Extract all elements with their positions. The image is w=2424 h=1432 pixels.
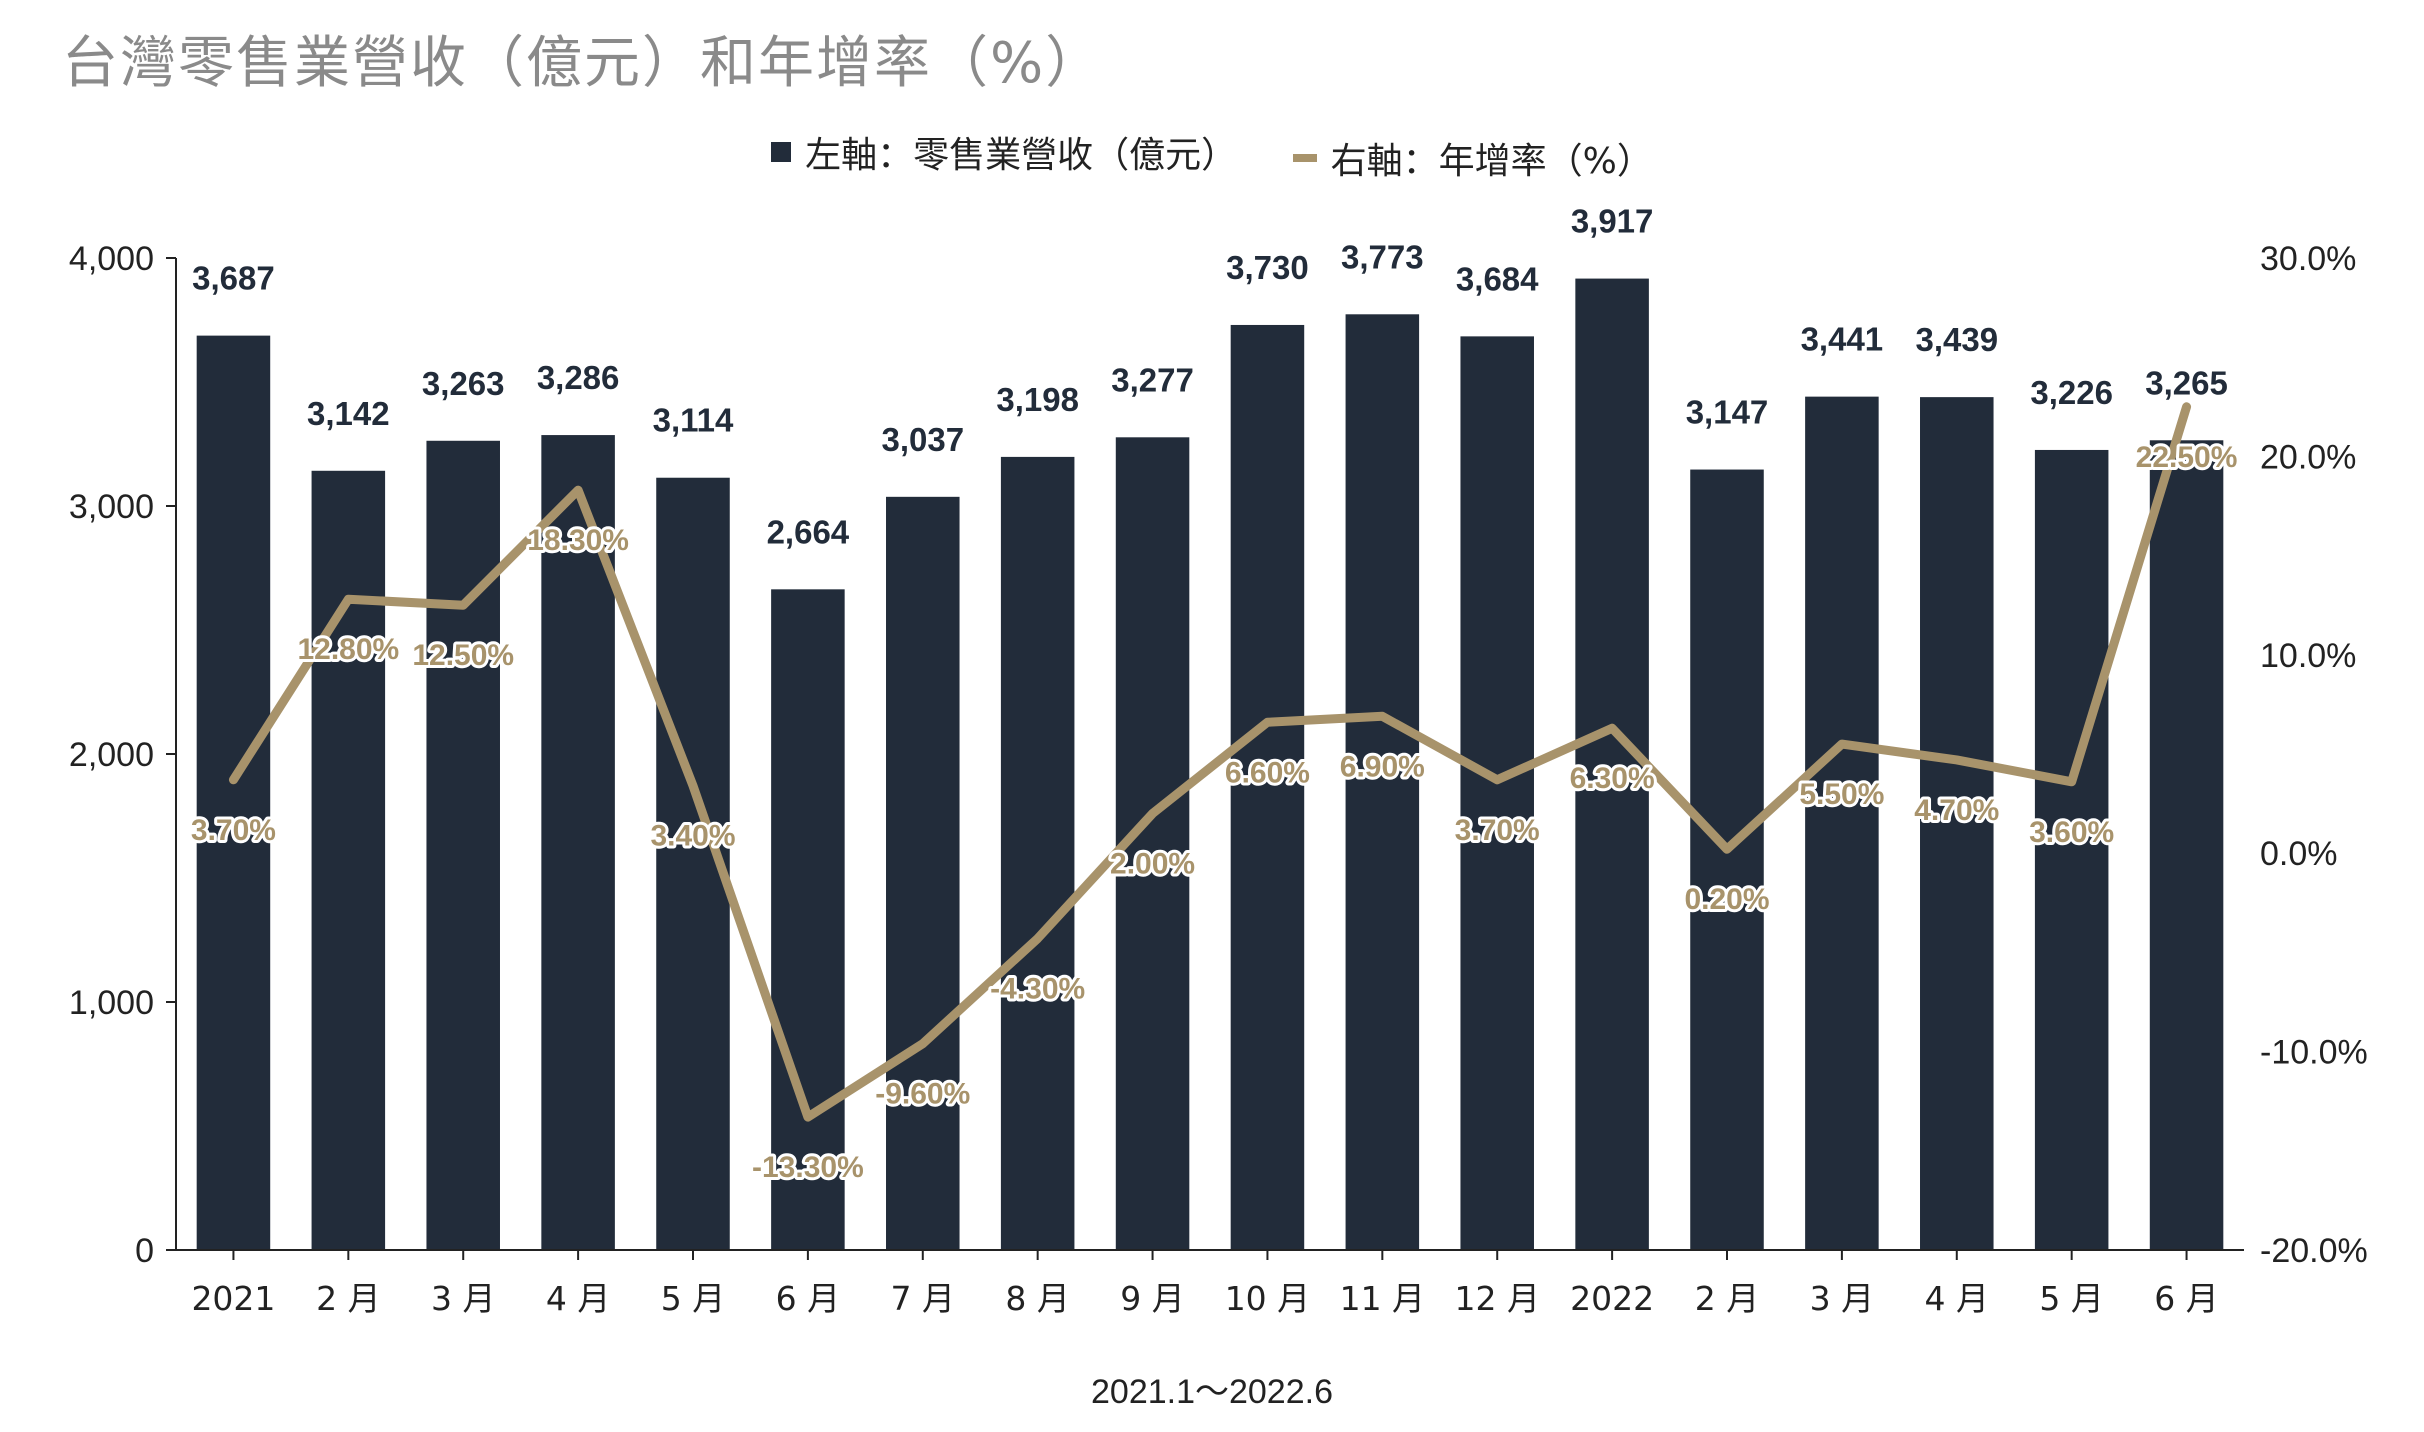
y-right-tick-label-2: 0.0% — [2260, 835, 2338, 873]
y-right-tick-label-1: -10.0% — [2260, 1034, 2368, 1072]
line-series — [228, 402, 2192, 1122]
y-right-tick-label-5: 30.0% — [2260, 240, 2356, 278]
y-left-tick-label-4: 4,000 — [69, 240, 154, 278]
bar-value-label-12: 3,917 — [1571, 203, 1654, 240]
bar-7 — [1000, 456, 1075, 1250]
bar-value-label-1: 3,142 — [307, 395, 390, 432]
bar-value-label-17: 3,265 — [2145, 364, 2228, 401]
growth-value-label-1: 12.80% — [297, 633, 399, 666]
x-tick-label-4: 5 月 — [661, 1279, 726, 1318]
growth-value-label-6: -9.60% — [875, 1078, 970, 1111]
bar-value-label-4: 3,114 — [653, 402, 734, 439]
x-tick-label-0: 2021 — [191, 1279, 275, 1318]
growth-value-label-7: -4.30% — [990, 973, 1085, 1006]
x-tick-label-17: 6 月 — [2154, 1279, 2219, 1318]
bar-value-label-10: 3,773 — [1341, 238, 1424, 275]
bar-value-label-7: 3,198 — [996, 381, 1079, 418]
y-right-tick-label-0: -20.0% — [2260, 1232, 2368, 1270]
axes: 0 1,000 2,000 3,000 4,000 -20.0% -10.0% 0.0% 10.… — [69, 240, 2368, 1318]
bar-value-label-13: 3,147 — [1686, 394, 1769, 431]
growth-value-label-13: 0.20% — [1684, 883, 1769, 916]
growth-value-label-0: 3.70% — [191, 814, 276, 847]
bar-value-label-15: 3,439 — [1915, 321, 1998, 358]
bar-5 — [771, 589, 845, 1250]
bar-value-label-14: 3,441 — [1801, 321, 1884, 358]
bar-value-label-3: 3,286 — [537, 359, 620, 396]
bar-10 — [1345, 314, 1420, 1250]
bar-16 — [2034, 449, 2109, 1250]
y-left-tick-label-1: 1,000 — [69, 984, 154, 1022]
bar-3 — [541, 435, 615, 1250]
bar-value-label-0: 3,687 — [192, 260, 275, 297]
growth-value-label-12: 6.30% — [1570, 762, 1655, 795]
legend-label-revenue: 左軸：零售業營收（億元） — [805, 135, 1238, 176]
growth-value-label-17: 22.50% — [2136, 441, 2238, 474]
x-tick-label-1: 2 月 — [316, 1279, 381, 1318]
growth-value-label-16: 3.60% — [2029, 816, 2114, 849]
growth-value-label-14: 5.50% — [1799, 778, 1884, 811]
bar-2 — [426, 440, 500, 1250]
bar-11 — [1460, 336, 1534, 1250]
y-right-tick-label-3: 10.0% — [2260, 637, 2356, 675]
x-axis-caption: 2021.1～2022.6 — [1091, 1373, 1333, 1411]
bar-value-label-11: 3,684 — [1456, 260, 1539, 297]
growth-line — [228, 402, 2192, 1122]
chart-title: 台灣零售業營收（億元）和年增率（%） — [62, 31, 1104, 96]
growth-value-label-4: 3.40% — [650, 820, 735, 853]
legend-item-growth: 右軸：年增率（%） — [1292, 132, 1653, 184]
y-left-tick-label-3: 3,000 — [69, 488, 154, 526]
y-left-tick-label-0: 0 — [135, 1232, 154, 1270]
legend: 左軸：零售業營收（億元） 右軸：年增率（%） — [0, 126, 2424, 184]
legend-swatch-revenue — [771, 142, 792, 162]
x-tick-label-7: 8 月 — [1005, 1279, 1070, 1318]
y-left-tick-label-2: 2,000 — [69, 736, 154, 774]
legend-label-growth: 右軸：年增率（%） — [1330, 141, 1653, 182]
x-tick-label-3: 4 月 — [546, 1279, 611, 1318]
x-tick-label-6: 7 月 — [891, 1279, 956, 1318]
bar-value-label-5: 2,664 — [767, 513, 850, 550]
x-tick-label-5: 6 月 — [776, 1279, 841, 1318]
growth-value-label-11: 3.70% — [1455, 814, 1540, 847]
growth-value-label-8: 2.00% — [1110, 848, 1195, 881]
x-tick-label-10: 11 月 — [1340, 1279, 1425, 1318]
x-tick-label-16: 5 月 — [2039, 1279, 2104, 1318]
bar-value-label-9: 3,730 — [1226, 249, 1309, 286]
growth-value-label-10: 6.90% — [1340, 750, 1425, 783]
bar-14 — [1805, 396, 1879, 1251]
data-labels: 3,687 3,142 3,263 3,286 3,114 2,664 3,037 3,198… — [188, 203, 2241, 1187]
bar-0 — [196, 335, 271, 1250]
bar-6 — [886, 496, 960, 1251]
legend-swatch-growth — [1292, 154, 1317, 162]
x-tick-label-11: 12 月 — [1454, 1279, 1539, 1318]
x-tick-label-13: 2 月 — [1695, 1279, 1760, 1318]
legend-item-revenue: 左軸：零售業營收（億元） — [771, 126, 1237, 178]
bar-value-label-8: 3,277 — [1111, 361, 1194, 398]
bar-13 — [1690, 469, 1764, 1250]
x-tick-label-8: 9 月 — [1120, 1279, 1185, 1318]
growth-value-label-5: -13.30% — [752, 1151, 864, 1184]
y-right-tick-label-4: 20.0% — [2260, 438, 2356, 476]
bar-15 — [1920, 397, 1994, 1250]
bar-9 — [1230, 324, 1305, 1251]
x-tick-label-2: 3 月 — [431, 1279, 496, 1318]
bar-value-label-6: 3,037 — [881, 421, 964, 458]
bar-1 — [311, 470, 386, 1250]
x-tick-label-12: 2022 — [1570, 1279, 1654, 1318]
bar-17 — [2149, 440, 2224, 1250]
x-tick-label-15: 4 月 — [1925, 1279, 1990, 1318]
growth-value-label-15: 4.70% — [1914, 794, 1999, 827]
x-tick-label-14: 3 月 — [1810, 1279, 1875, 1318]
bar-value-label-16: 3,226 — [2030, 374, 2113, 411]
bar-series — [196, 278, 2224, 1251]
bar-12 — [1575, 278, 1649, 1251]
growth-value-label-3: 18.30% — [527, 524, 629, 557]
bar-value-label-2: 3,263 — [422, 365, 505, 402]
growth-value-label-9: 6.60% — [1225, 756, 1310, 789]
growth-value-label-2: 12.50% — [412, 639, 514, 672]
x-tick-label-9: 10 月 — [1225, 1279, 1310, 1318]
